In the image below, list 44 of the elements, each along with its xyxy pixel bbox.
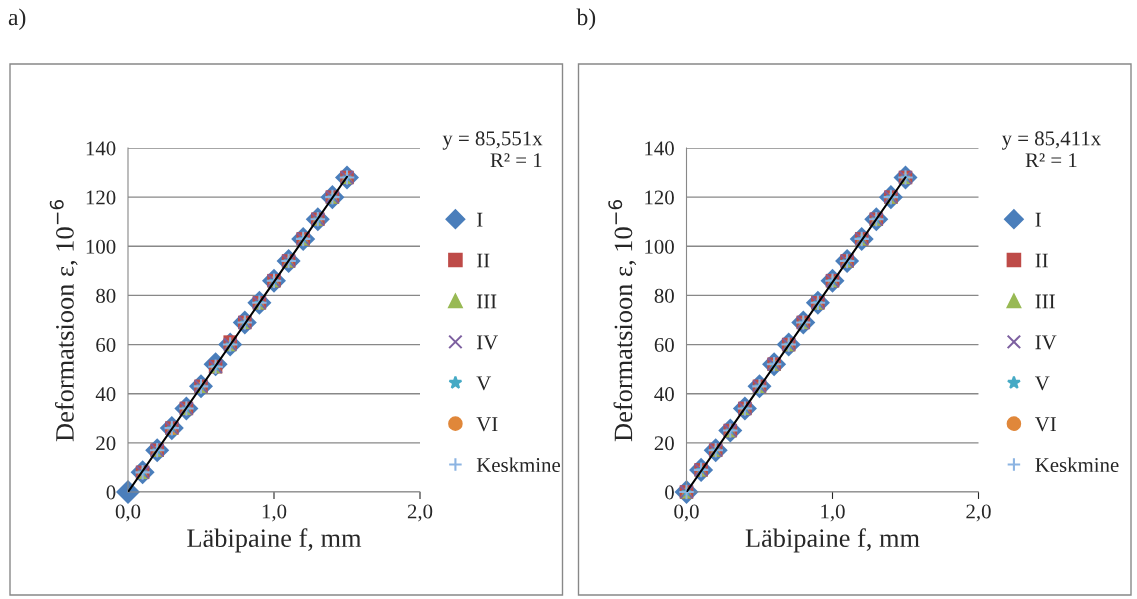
y-tick-label: 80: [96, 288, 116, 303]
y-tick-label: 120: [645, 190, 674, 205]
legend-label: III: [1035, 294, 1055, 309]
y-tick-label: 40: [95, 387, 116, 402]
x-tick-label: 1,0: [262, 504, 287, 522]
legend-label: II: [477, 253, 490, 268]
y-tick-label: 120: [86, 190, 116, 205]
x-tick-label: 0,0: [115, 504, 141, 522]
x-axis-title: Läbipaine f, mm: [745, 528, 920, 553]
y-tick-label: 80: [654, 288, 674, 303]
legend-label: Keskmine: [1035, 457, 1119, 473]
legend-label: V: [1034, 376, 1050, 391]
x-tick-label: 2,0: [966, 504, 991, 522]
text: y = 85,411x R² = 1: [1001, 131, 1101, 168]
y-tick-label: 100: [645, 239, 674, 254]
legend-label: IV: [477, 335, 498, 350]
legend-label: Keskmine: [476, 457, 560, 473]
y-tick-label: 40: [654, 387, 674, 402]
legend-label: V: [476, 376, 492, 391]
chart-title: b): [576, 8, 596, 30]
x-tick-label: 1,0: [821, 504, 845, 522]
y-tick-label: 60: [96, 337, 116, 352]
x-tick-label: 0,0: [674, 504, 699, 522]
legend-label: II: [1035, 253, 1048, 268]
y-tick-label: 0: [665, 485, 674, 500]
legend-label: VI: [476, 417, 498, 432]
y-tick-label: 100: [86, 239, 116, 254]
legend-label: I: [1035, 212, 1041, 227]
y-tick-label: 140: [86, 141, 116, 156]
legend-label: IV: [1035, 335, 1057, 350]
x-tick-label: 2,0: [407, 504, 433, 522]
y-tick-label: 20: [96, 436, 116, 451]
legend-label: I: [477, 212, 483, 227]
x-axis-title: Läbipaine f, mm: [187, 528, 362, 553]
y-axis-title: Deformatsioon ε, 10$^{−6}$: [49, 200, 78, 442]
legend-label: VI: [1034, 417, 1056, 432]
legend-label: III: [477, 294, 497, 309]
text: y = 85,551x R² = 1: [442, 131, 543, 168]
y-tick-label: 140: [645, 141, 674, 156]
y-axis-title: Deformatsioon ε, 10$^{−6}$: [608, 200, 637, 442]
y-tick-label: 60: [654, 337, 674, 352]
y-tick-label: 0: [106, 485, 116, 500]
y-tick-label: 20: [654, 436, 674, 451]
chart-title: a): [8, 8, 26, 30]
